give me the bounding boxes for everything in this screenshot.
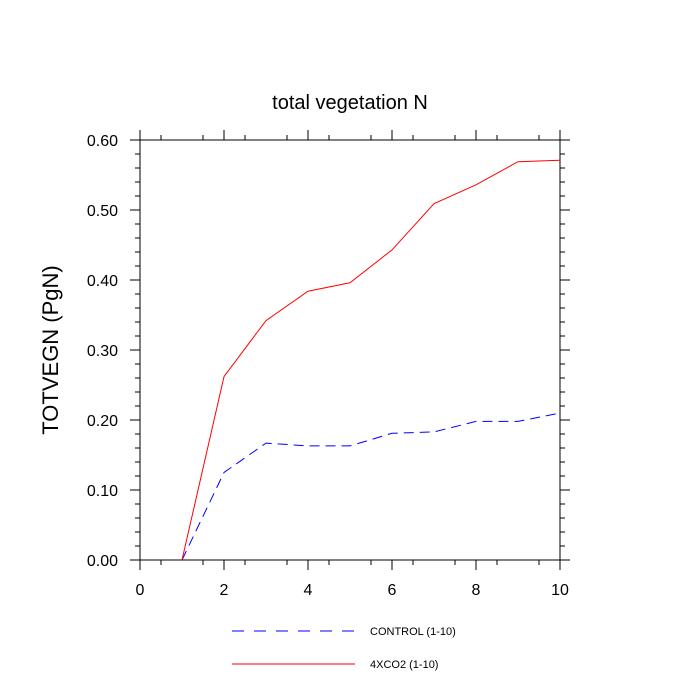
y-tick-label: 0.50 [87,203,118,220]
legend: CONTROL (1-10) 4XCO2 (1-10) [232,626,456,671]
legend-label-1: 4XCO2 (1-10) [370,659,438,671]
chart-title: total vegetation N [272,92,428,114]
x-tick-label: 0 [136,582,145,599]
plot-frame [139,139,561,561]
x-tick-label: 6 [388,582,397,599]
y-tick-label: 0.10 [87,483,118,500]
y-tick-label: 0.40 [87,273,118,290]
y-tick-label: 0.30 [87,343,118,360]
y-axis-ticks: 0.00 0.10 0.20 0.30 0.40 0.50 0.60 [87,133,570,570]
x-tick-label: 10 [551,582,569,599]
y-tick-label: 0.60 [87,133,118,150]
x-axis-ticks: 0 2 4 6 8 10 [136,130,569,599]
y-tick-label: 0.20 [87,413,118,430]
y-tick-label: 0.00 [87,553,118,570]
x-tick-label: 4 [304,582,313,599]
series-line-0 [181,412,561,561]
legend-label-0: CONTROL (1-10) [370,626,456,638]
x-tick-label: 2 [220,582,229,599]
y-axis-label: TOTVEGN (PgN) [38,265,63,435]
series-layer [181,159,561,561]
x-tick-label: 8 [472,582,481,599]
series-line-1 [181,159,561,561]
